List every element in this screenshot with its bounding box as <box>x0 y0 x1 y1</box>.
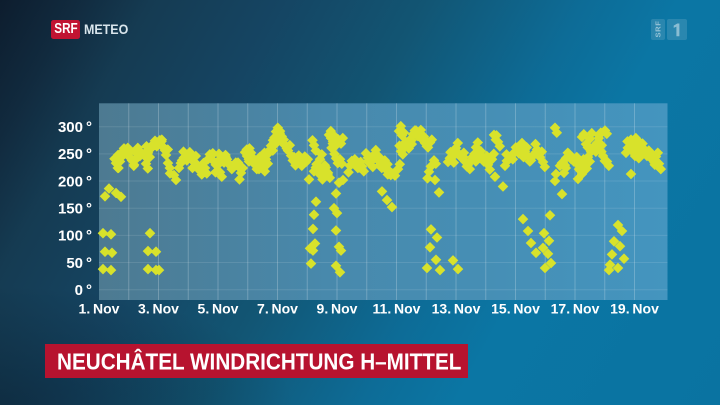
svg-text:19. Nov: 19. Nov <box>610 300 659 316</box>
svg-text:9. Nov: 9. Nov <box>317 300 358 316</box>
svg-text:15. Nov: 15. Nov <box>491 300 540 316</box>
svg-text:7. Nov: 7. Nov <box>257 300 298 316</box>
svg-text:200 °: 200 ° <box>58 173 92 190</box>
svg-text:1. Nov: 1. Nov <box>79 300 120 316</box>
svg-text:17. Nov: 17. Nov <box>551 300 600 316</box>
svg-text:0 °: 0 ° <box>75 282 92 299</box>
svg-text:11. Nov: 11. Nov <box>373 300 421 316</box>
svg-text:5. Nov: 5. Nov <box>198 300 239 316</box>
svg-text:100 °: 100 ° <box>58 228 92 245</box>
svg-text:250 °: 250 ° <box>58 146 92 163</box>
svg-text:50 °: 50 ° <box>66 255 92 272</box>
svg-text:150 °: 150 ° <box>58 201 92 218</box>
svg-text:3. Nov: 3. Nov <box>138 300 179 316</box>
svg-text:13. Nov: 13. Nov <box>432 300 481 316</box>
svg-text:300 °: 300 ° <box>58 119 92 136</box>
